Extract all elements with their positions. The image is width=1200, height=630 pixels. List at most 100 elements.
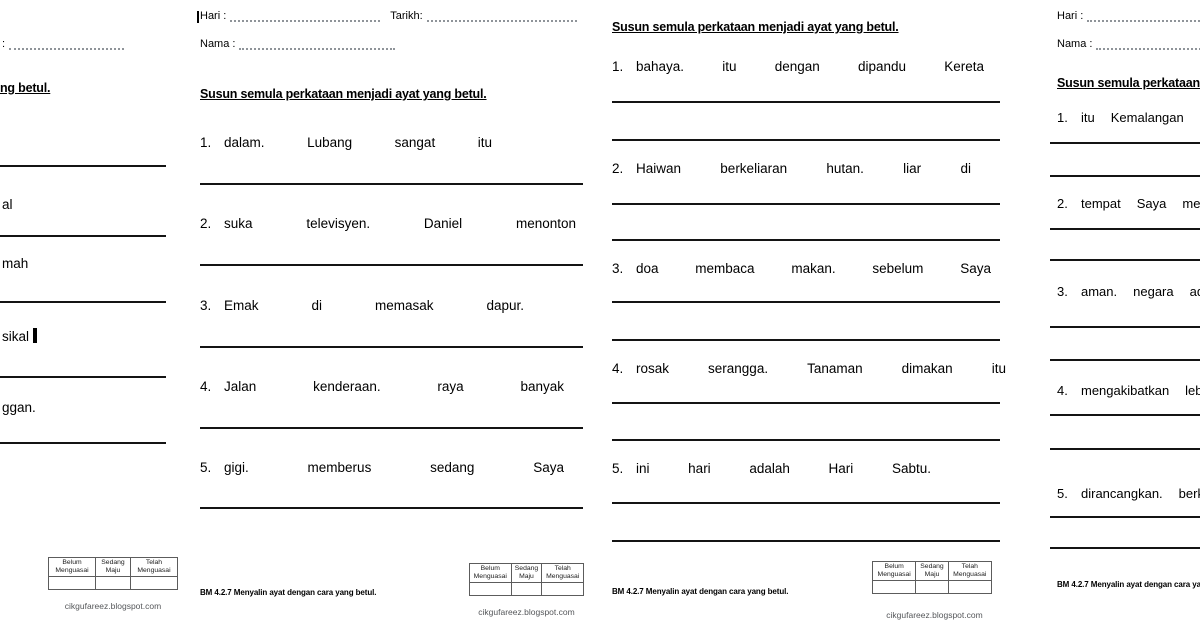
sentence-words: suka televisyen. Daniel menonton	[224, 216, 576, 231]
mastery-empty-cell	[129, 575, 179, 590]
answer-line	[1050, 259, 1200, 261]
item-number: 3.	[1057, 284, 1068, 299]
mastery-col-telah: Telah Menguasai	[129, 557, 179, 577]
word: dalam.	[224, 135, 265, 150]
sentence-item: 3. doa membaca makan. sebelum Saya	[612, 261, 991, 276]
word: sedang	[430, 460, 475, 475]
sentence-item: 4. Jalan kenderaan. raya banyak	[200, 379, 564, 394]
word: leb	[1185, 383, 1200, 398]
fill-in-line	[1087, 10, 1200, 22]
word: sangat	[394, 135, 436, 150]
mastery-empty-cell	[947, 579, 993, 594]
word: adalah	[749, 461, 790, 476]
item-number: 2.	[1057, 196, 1068, 211]
word: di	[311, 298, 322, 313]
word: di	[960, 161, 971, 176]
word: banyak	[520, 379, 564, 394]
word: hari	[688, 461, 711, 476]
worksheet-page-1: : ng betul. al mah sikal ggan. Belum Men…	[0, 0, 182, 630]
item-number: 5.	[612, 461, 624, 476]
hari-label: Hari :	[1057, 10, 1084, 22]
rubric-text: BM 4.2.7 Menyalin ayat dengan cara yang …	[612, 587, 789, 596]
answer-line	[612, 301, 1000, 303]
item-number: 2.	[200, 216, 212, 231]
rubric-text: BM 4.2.7 Menyalin ayat dengan cara yan	[1057, 580, 1200, 589]
mastery-empty-cell	[469, 581, 512, 596]
word: Saya	[533, 460, 564, 475]
mastery-label: Telah	[554, 565, 571, 572]
item-number: 4.	[1057, 383, 1068, 398]
sentence-words: gigi. memberus sedang Saya	[224, 460, 564, 475]
name-label-fragment: :	[2, 38, 6, 50]
word: dirancangkan.	[1081, 486, 1163, 501]
mastery-label: Maju	[924, 570, 940, 578]
word: dapur.	[486, 298, 524, 313]
fill-in-line	[426, 10, 577, 22]
sentence-fragment: ggan.	[2, 400, 36, 415]
worksheet-page-4: Hari : Nama : Susun semula perkataan men…	[1050, 0, 1200, 630]
rubric-text: BM 4.2.7 Menyalin ayat dengan cara yang …	[200, 588, 377, 597]
answer-line	[1050, 448, 1200, 450]
text-cursor	[33, 328, 37, 343]
sentence-item: 5. ini hari adalah Hari Sabtu.	[612, 461, 931, 476]
sentence-words: itu Kemalangan	[1081, 110, 1184, 125]
word: doa	[636, 261, 659, 276]
word: itu	[1081, 110, 1095, 125]
answer-line	[0, 442, 166, 444]
word: makan.	[791, 261, 836, 276]
mastery-label: Menguasai	[546, 572, 580, 580]
word: memberus	[307, 460, 372, 475]
word: Kemalangan	[1110, 110, 1184, 125]
word: Saya	[1136, 196, 1167, 211]
word: Haiwan	[636, 161, 682, 176]
website-credit: cikgufareez.blogspot.com	[886, 610, 983, 620]
sentence-item: 2. Haiwan berkeliaran hutan. liar di	[612, 161, 971, 176]
text-cursor	[197, 11, 199, 23]
answer-line	[0, 301, 166, 303]
sentence-fragment: mah	[2, 256, 29, 271]
answer-line	[612, 439, 1000, 441]
answer-line	[612, 502, 1000, 504]
answer-line	[612, 339, 1000, 341]
sentence-item: 1. bahaya. itu dengan dipandu Kereta	[612, 59, 984, 74]
worksheet-page-2: Hari : Tarikh: Nama : Susun semula perka…	[186, 0, 598, 630]
sentence-item: 1. itu Kemalangan	[1057, 110, 1184, 125]
word: sebelum	[872, 261, 924, 276]
item-number: 1.	[1057, 110, 1068, 125]
sentence-words: Haiwan berkeliaran hutan. liar di	[636, 161, 971, 176]
mastery-col-belum: Belum Menguasai	[469, 563, 512, 583]
mastery-label: Sedang	[514, 565, 539, 572]
answer-line	[612, 203, 1000, 205]
mastery-label: Menguasai	[137, 566, 171, 574]
answer-line	[0, 165, 166, 167]
sentence-item: 4. mengakibatkan leb	[1057, 383, 1200, 398]
item-number: 5.	[200, 460, 212, 475]
word: mengakibatkan	[1081, 383, 1170, 398]
item-number: 3.	[200, 298, 212, 313]
mastery-empty-cell	[541, 581, 584, 596]
item-number: 3.	[612, 261, 624, 276]
word: gigi.	[224, 460, 249, 475]
worksheet-page-3: Susun semula perkataan menjadi ayat yang…	[600, 0, 1012, 630]
word: Sabtu.	[891, 461, 931, 476]
mastery-label: Menguasai	[953, 570, 987, 578]
sentence-words: aman. negara ad	[1081, 284, 1200, 299]
nama-row: Nama :	[1057, 38, 1200, 50]
word: Daniel	[423, 216, 463, 231]
hari-tarikh-row: Hari : Tarikh:	[200, 10, 577, 22]
sentence-words: rosak serangga. Tanaman dimakan itu	[636, 361, 1006, 376]
answer-line	[612, 139, 1000, 141]
word: men	[1182, 196, 1200, 211]
answer-line	[1050, 516, 1200, 518]
mastery-col-telah: Telah Menguasai	[947, 561, 993, 581]
sentence-words: dirancangkan. berk	[1081, 486, 1200, 501]
sentence-item: 3. aman. negara ad	[1057, 284, 1200, 299]
answer-line	[200, 264, 583, 266]
sentence-fragment: al	[2, 197, 13, 212]
sentence-words: bahaya. itu dengan dipandu Kereta	[636, 59, 984, 74]
nama-label: Nama :	[200, 38, 236, 50]
answer-line	[612, 239, 1000, 241]
mastery-col-belum: Belum Menguasai	[47, 557, 97, 577]
mastery-label: Maju	[519, 572, 534, 580]
